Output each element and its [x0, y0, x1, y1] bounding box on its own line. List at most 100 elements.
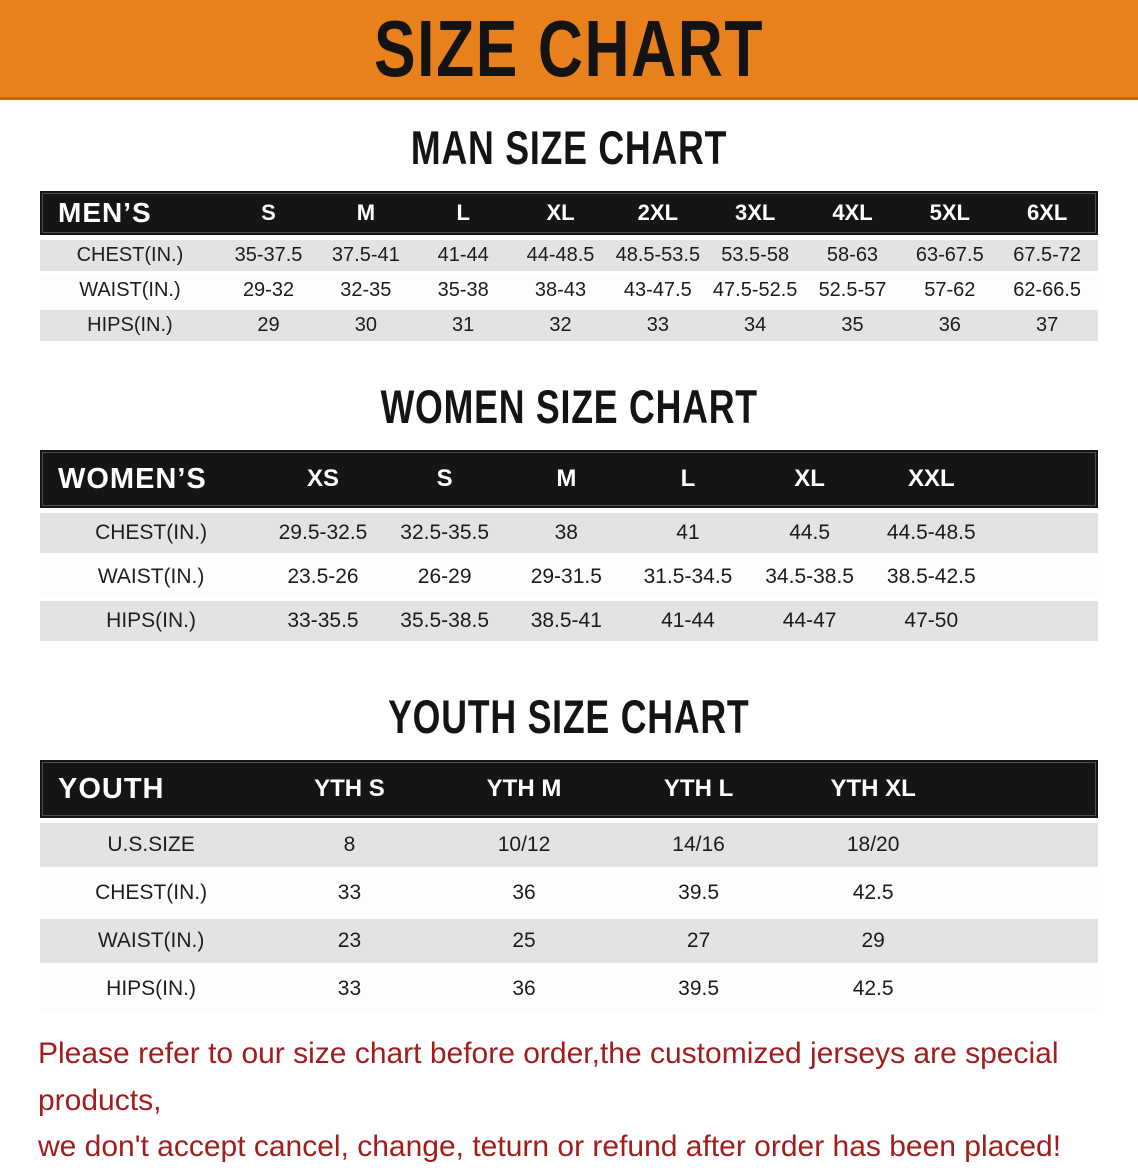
size-value-cell: 31 [452, 314, 475, 336]
size-value-cell: 44-47 [782, 609, 837, 632]
size-column-header: XXL [907, 465, 955, 492]
size-value-cell: 29 [861, 929, 885, 952]
size-value-cell: 29.5-32.5 [278, 521, 368, 544]
size-value-cell: 23 [337, 929, 362, 952]
size-value-cell: 41-44 [661, 609, 715, 632]
size-value-cell: 30 [354, 314, 377, 336]
size-value-cell: 35-38 [437, 279, 489, 301]
size-value-cell: 47-50 [904, 609, 959, 632]
size-value-cell: 33 [646, 314, 669, 336]
size-value-cell: 33-35.5 [287, 609, 359, 632]
size-value-cell: 42.5 [852, 977, 894, 1000]
size-column-header: L [456, 200, 470, 225]
size-column-header: 6XL [1026, 200, 1068, 225]
size-value-cell: 29-31.5 [530, 565, 602, 588]
size-value-cell: 41-44 [437, 244, 489, 266]
row-label: CHEST(IN.) [95, 521, 208, 544]
table-corner-label: WOMEN’S [58, 462, 207, 495]
size-value-cell: 26-29 [417, 565, 472, 588]
banner-title: SIZE CHART [374, 3, 764, 93]
table-corner-label: MEN’S [58, 197, 152, 228]
size-column-header: M [556, 465, 577, 492]
size-value-cell: 57-62 [924, 279, 976, 301]
size-value-cell: 35-37.5 [234, 244, 303, 266]
size-value-cell: 62-66.5 [1013, 279, 1082, 301]
size-column-header: 3XL [734, 200, 776, 225]
size-value-cell: 38-43 [534, 279, 587, 301]
size-value-cell: 44-48.5 [526, 244, 595, 266]
size-value-cell: 52.5-57 [818, 279, 887, 301]
size-column-header: L [680, 465, 696, 492]
youth-section-heading-text: YOUTH SIZE CHART [388, 690, 750, 743]
table-header-row: YOUTH YTH S YTH M YTH L YTH XL [40, 760, 1098, 818]
row-label: CHEST(IN.) [76, 244, 184, 266]
size-column-header: 5XL [929, 200, 970, 225]
size-chart-banner: SIZE CHART [0, 0, 1138, 100]
size-value-cell: 36 [512, 881, 536, 904]
women-section-heading: WOMEN SIZE CHART [0, 383, 1138, 430]
table-row: WAIST(IN.) 23 25 27 29 [40, 919, 1098, 963]
mens-size-table: MEN’S S M L XL 2XL 3XL 4XL 5XL 6XL CHEST(IN.) 35-37… [40, 191, 1098, 341]
size-value-cell: 36 [512, 977, 536, 1000]
table-row: WAIST(IN.) 23.5-26 26-29 29-31.5 31.5-34.5 34… [40, 557, 1098, 597]
size-value-cell: 29-32 [242, 279, 295, 301]
size-value-cell: 32-35 [340, 279, 392, 301]
size-value-cell: 38.5-42.5 [886, 565, 976, 588]
size-value-cell: 67.5-72 [1013, 244, 1082, 266]
table-row: HIPS(IN.) 29 30 31 32 33 34 35 36 37 [40, 310, 1098, 341]
size-column-header: XS [306, 465, 339, 492]
youth-section-heading: YOUTH SIZE CHART [0, 693, 1138, 740]
size-value-cell: 32.5-35.5 [400, 521, 490, 544]
size-value-cell: 14/16 [672, 833, 725, 856]
size-value-cell: 38 [554, 521, 578, 544]
man-section-heading: MAN SIZE CHART [0, 124, 1138, 171]
size-column-header: S [261, 200, 276, 225]
row-label: HIPS(IN.) [87, 314, 173, 336]
size-column-header: XL [546, 200, 575, 225]
man-section-heading-text: MAN SIZE CHART [410, 121, 728, 174]
size-column-header: 4XL [832, 200, 873, 225]
size-column-header: S [436, 465, 453, 492]
size-value-cell: 41 [676, 521, 700, 544]
table-row: WAIST(IN.) 29-32 32-35 35-38 38-43 43-47.5 47.… [40, 275, 1098, 306]
women-section-heading-text: WOMEN SIZE CHART [380, 380, 758, 433]
size-value-cell: 29 [257, 314, 280, 336]
size-value-cell: 31.5-34.5 [643, 565, 733, 588]
size-column-header: YTH L [663, 775, 734, 802]
size-value-cell: 39.5 [678, 881, 720, 904]
size-value-cell: 53.5-58 [721, 244, 790, 266]
disclaimer-line-2: we don't accept cancel, change, teturn o… [38, 1130, 1062, 1163]
row-label: HIPS(IN.) [106, 977, 196, 1000]
size-value-cell: 44.5-48.5 [886, 521, 976, 544]
table-row: HIPS(IN.) 33-35.5 35.5-38.5 38.5-41 41-44 44-… [40, 601, 1098, 641]
size-column-header: YTH S [314, 775, 385, 802]
disclaimer-text: Please refer to our size chart before or… [38, 1031, 1100, 1171]
size-column-header: YTH XL [830, 775, 916, 802]
table-row: CHEST(IN.) 33 36 39.5 42.5 [40, 871, 1098, 915]
size-value-cell: 47.5-52.5 [712, 279, 798, 301]
table-row: CHEST(IN.) 35-37.5 37.5-41 41-44 44-48.5 48.5… [40, 240, 1098, 271]
table-row: CHEST(IN.) 29.5-32.5 32.5-35.5 38 41 44.5 44.5… [40, 513, 1098, 553]
size-value-cell: 44.5 [789, 521, 831, 544]
size-column-header: YTH M [486, 775, 562, 802]
size-value-cell: 23.5-26 [287, 565, 359, 588]
size-value-cell: 34 [744, 314, 767, 336]
size-value-cell: 39.5 [678, 977, 720, 1000]
size-column-header: M [356, 200, 376, 225]
youth-size-table: YOUTH YTH S YTH M YTH L YTH XL U.S.SIZE 8 10/12… [40, 760, 1098, 1011]
size-value-cell: 63-67.5 [915, 244, 984, 266]
size-value-cell: 48.5-53.5 [615, 244, 701, 266]
size-value-cell: 58-63 [826, 244, 879, 266]
row-label: WAIST(IN.) [97, 929, 205, 952]
size-value-cell: 8 [343, 833, 356, 856]
table-header-row: MEN’S S M L XL 2XL 3XL 4XL 5XL 6XL [40, 191, 1098, 235]
size-column-header: XL [794, 465, 825, 492]
table-corner-label: YOUTH [58, 772, 165, 805]
table-header-row: WOMEN’S XS S M L XL XXL [40, 450, 1098, 508]
size-value-cell: 34.5-38.5 [765, 565, 854, 588]
table-row: U.S.SIZE 8 10/12 14/16 18/20 [40, 823, 1098, 867]
size-value-cell: 10/12 [497, 833, 551, 856]
row-label: HIPS(IN.) [106, 609, 196, 632]
size-value-cell: 33 [337, 881, 362, 904]
size-value-cell: 33 [337, 977, 362, 1000]
